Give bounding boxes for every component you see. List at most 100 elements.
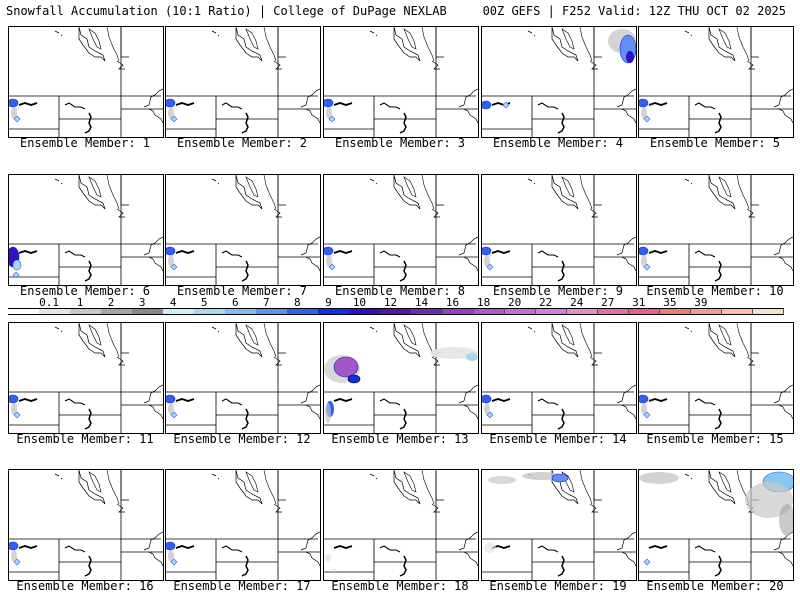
member-label: Ensemble Member: 19 (489, 579, 627, 593)
legend-swatch (318, 308, 350, 315)
ensemble-member-map (8, 174, 164, 286)
snowfall-map-svg (324, 323, 478, 433)
legend-swatch (70, 308, 102, 315)
member-label: Ensemble Member: 4 (492, 136, 624, 150)
legend-level: 16 (445, 296, 460, 309)
ensemble-member-map (165, 174, 321, 286)
legend-swatch (380, 308, 412, 315)
legend-swatch (504, 308, 537, 315)
ensemble-member-map (481, 322, 637, 434)
legend-swatch (659, 308, 692, 315)
legend-level: 31 (632, 296, 646, 309)
snowfall-map-svg (166, 323, 320, 433)
legend-level: 2 (107, 296, 115, 309)
member-label: Ensemble Member: 7 (176, 284, 308, 298)
legend-level: 27 (601, 296, 615, 309)
legend-swatch (8, 308, 40, 315)
member-label: Ensemble Member: 11 (16, 432, 154, 446)
legend-swatch (690, 308, 723, 315)
member-label: Ensemble Member: 13 (331, 432, 469, 446)
legend-swatch (39, 308, 71, 315)
legend-swatch (566, 308, 599, 315)
legend-swatch (721, 308, 754, 315)
ensemble-member-map (165, 469, 321, 581)
ensemble-member-map (323, 174, 479, 286)
snowfall-map-svg (324, 27, 478, 137)
member-label: Ensemble Member: 2 (176, 136, 308, 150)
snowfall-map-svg (166, 470, 320, 580)
snowfall-map-svg (639, 27, 793, 137)
legend-level: 14 (414, 296, 429, 309)
legend-swatch (101, 308, 133, 315)
legend-level: 22 (539, 296, 553, 309)
ensemble-member-map (638, 322, 794, 434)
legend-swatch (442, 308, 475, 315)
legend-swatch (256, 308, 288, 315)
snowfall-map-svg (482, 470, 636, 580)
snowfall-map-svg (9, 27, 163, 137)
legend-level: 4 (169, 296, 177, 309)
snowfall-map-svg (324, 175, 478, 285)
legend-level: 12 (383, 296, 398, 309)
ensemble-member-map (323, 26, 479, 138)
model-run-info: 00Z GEFS | F252 Valid: 12Z THU OCT 02 20… (482, 4, 786, 18)
snowfall-map-svg (482, 323, 636, 433)
ensemble-member-map (8, 26, 164, 138)
snowfall-map-svg (639, 323, 793, 433)
member-label: Ensemble Member: 20 (646, 579, 784, 593)
member-label: Ensemble Member: 16 (16, 579, 154, 593)
legend-level: 6 (231, 296, 239, 309)
legend-level: 7 (263, 296, 270, 309)
ensemble-member-map (8, 322, 164, 434)
legend-swatch (194, 308, 226, 315)
ensemble-member-map (638, 174, 794, 286)
member-label: Ensemble Member: 5 (649, 136, 781, 150)
snowfall-map-svg (166, 175, 320, 285)
ensemble-member-map (323, 469, 479, 581)
member-label: Ensemble Member: 6 (19, 284, 151, 298)
legend-level: 10 (352, 296, 367, 309)
snowfall-legend: 0.1 1 2 3 4 5 6 7 8 9 10 12 14 16 18 20 22 24 27 31 35 39 (8, 296, 785, 316)
ensemble-member-map (638, 26, 794, 138)
legend-swatch (163, 308, 195, 315)
legend-level: 8 (294, 296, 301, 309)
legend-swatch (535, 308, 568, 315)
legend-level: 35 (663, 296, 677, 309)
legend-swatch (287, 308, 319, 315)
member-label: Ensemble Member: 12 (173, 432, 311, 446)
legend-swatch (628, 308, 661, 315)
member-label: Ensemble Member: 17 (173, 579, 311, 593)
ensemble-member-map (481, 26, 637, 138)
legend-level: 5 (200, 296, 208, 309)
snowfall-map-svg (166, 27, 320, 137)
member-label: Ensemble Member: 8 (334, 284, 466, 298)
ensemble-member-map (481, 174, 637, 286)
snowfall-map-svg (9, 470, 163, 580)
ensemble-member-map (481, 469, 637, 581)
legend-swatch (473, 308, 506, 315)
legend-swatch (411, 308, 444, 315)
snowfall-map-svg (9, 323, 163, 433)
legend-swatch (597, 308, 630, 315)
snowfall-map-svg (324, 470, 478, 580)
member-label: Ensemble Member: 18 (331, 579, 469, 593)
legend-swatch (752, 308, 785, 315)
snowfall-map-svg (482, 175, 636, 285)
member-label: Ensemble Member: 15 (646, 432, 784, 446)
member-label: Ensemble Member: 1 (19, 136, 151, 150)
legend-level: 9 (325, 296, 332, 309)
legend-level: 24 (570, 296, 584, 309)
ensemble-member-map (638, 469, 794, 581)
snowfall-map-svg (9, 175, 163, 285)
legend-level: 0.1 (39, 296, 59, 309)
legend-swatch (132, 308, 164, 315)
ensemble-member-map (165, 26, 321, 138)
member-label: Ensemble Member: 14 (489, 432, 627, 446)
legend-swatch (225, 308, 257, 315)
member-label: Ensemble Member: 9 (492, 284, 624, 298)
legend-swatch (349, 308, 381, 315)
snowfall-map-svg (482, 27, 636, 137)
ensemble-member-map (323, 322, 479, 434)
ensemble-member-map (8, 469, 164, 581)
map-title: Snowfall Accumulation (10:1 Ratio) | Col… (6, 4, 447, 18)
